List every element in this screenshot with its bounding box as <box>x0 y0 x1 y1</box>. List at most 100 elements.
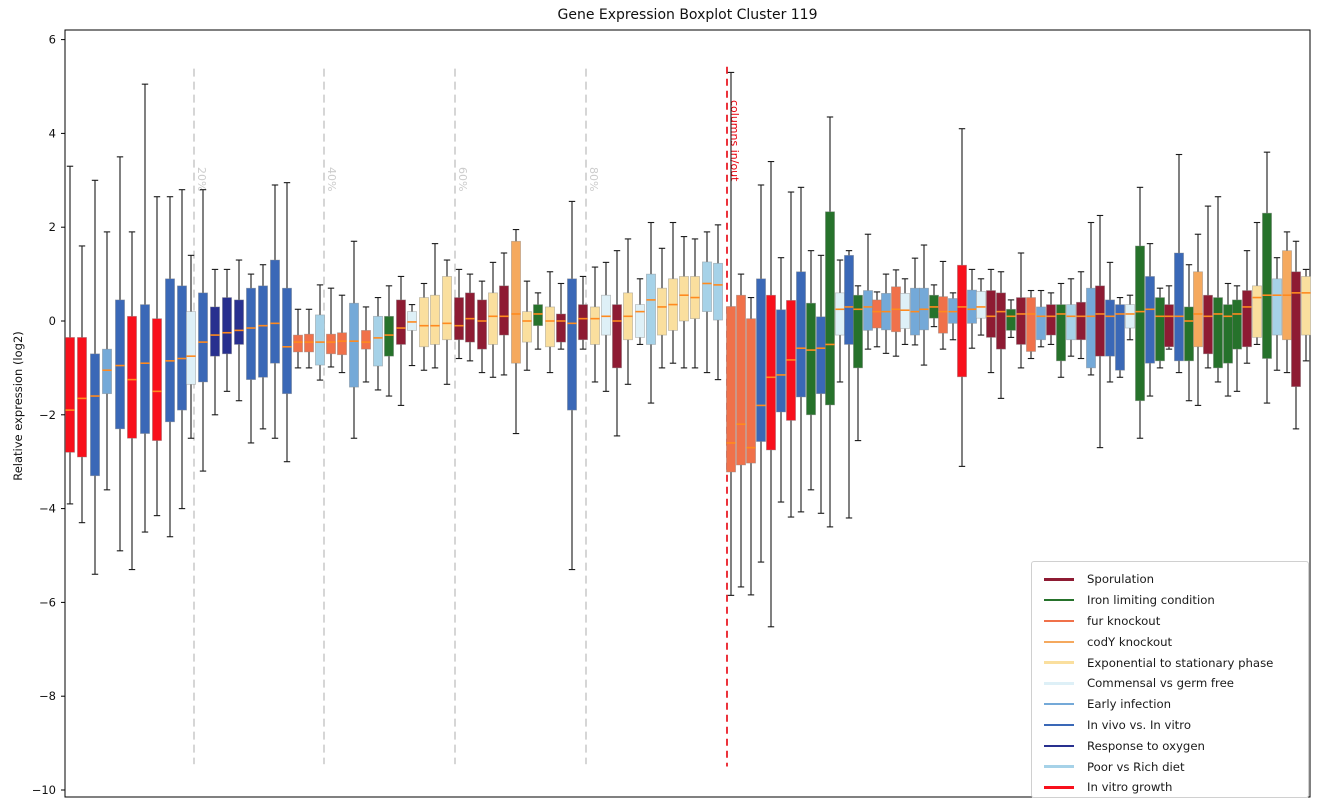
box-iqr <box>337 332 347 356</box>
box-iqr <box>1155 297 1165 362</box>
legend-swatch <box>1044 682 1074 685</box>
legend-swatch <box>1044 599 1074 602</box>
boxplot-box <box>957 128 967 467</box>
boxplot-box <box>1066 278 1076 357</box>
box-iqr <box>102 348 112 395</box>
legend-label: In vitro growth <box>1087 780 1173 795</box>
box-iqr <box>976 291 986 319</box>
legend-label: Early infection <box>1087 697 1172 712</box>
boxplot-box <box>396 275 406 406</box>
boxplot-box <box>1164 285 1174 350</box>
boxplot-box <box>1272 257 1282 371</box>
box-iqr <box>1272 278 1282 336</box>
legend-item: Poor vs Rich diet <box>1044 756 1308 777</box>
legend-swatch <box>1044 765 1074 768</box>
boxplot-box <box>612 250 622 437</box>
boxplot-box <box>1095 214 1105 449</box>
box-iqr <box>488 292 498 345</box>
box-iqr <box>442 276 452 341</box>
box-iqr <box>1046 304 1056 336</box>
legend-label: Poor vs Rich diet <box>1087 759 1185 774</box>
boxplot-box <box>623 238 633 385</box>
box-iqr <box>853 294 863 369</box>
boxplot-box <box>1016 252 1026 369</box>
boxplot-box <box>938 260 948 350</box>
boxplot-box <box>465 273 475 362</box>
boxplot-box <box>1046 292 1056 346</box>
box-iqr <box>996 292 1006 350</box>
box-iqr <box>1115 304 1125 371</box>
box-iqr <box>766 294 776 451</box>
boxplot-box <box>304 308 314 369</box>
box-iqr <box>679 276 689 322</box>
boxplot-box <box>736 273 746 588</box>
boxplot-box <box>127 231 137 571</box>
legend-item: Response to oxygen <box>1044 735 1308 756</box>
boxplot-box <box>776 257 786 503</box>
legend-item: Early infection <box>1044 694 1308 715</box>
box-iqr <box>282 287 292 395</box>
box-iqr <box>567 278 577 411</box>
box-iqr <box>477 299 487 350</box>
boxplot-box <box>816 254 826 514</box>
box-iqr <box>304 333 314 353</box>
boxplot-box <box>1262 151 1272 404</box>
box-iqr <box>1174 252 1184 362</box>
legend-label: codY knockout <box>1087 634 1173 649</box>
box-iqr <box>258 285 268 378</box>
box-iqr <box>1086 287 1096 369</box>
legend-label: Commensal vs germ free <box>1087 676 1234 691</box>
box-iqr <box>454 297 464 341</box>
box-iqr <box>816 316 826 395</box>
y-tick-label: −8 <box>39 689 56 703</box>
box-iqr <box>1291 271 1301 388</box>
boxplot-box <box>361 306 371 383</box>
box-iqr <box>349 302 359 388</box>
boxplot-box <box>872 291 882 348</box>
legend-label: In vivo vs. In vitro <box>1087 717 1191 732</box>
boxplot-box <box>454 268 464 360</box>
boxplot-box <box>522 280 532 371</box>
boxplot-box <box>90 179 100 575</box>
box-iqr <box>646 273 656 345</box>
boxplot-box <box>967 268 977 349</box>
box-iqr <box>1066 304 1076 341</box>
box-iqr <box>65 337 75 453</box>
box-iqr <box>938 296 948 334</box>
boxplot-box <box>1076 271 1086 360</box>
y-tick-label: −4 <box>39 502 56 516</box>
box-iqr <box>872 299 882 329</box>
boxplot-box <box>996 271 1006 399</box>
box-iqr <box>430 294 440 345</box>
box-iqr <box>1262 212 1272 359</box>
boxplot-box <box>488 261 498 378</box>
boxplot-box <box>198 189 208 472</box>
boxplot-box <box>177 189 187 510</box>
boxplot-box <box>1301 268 1311 362</box>
boxplot-box <box>1115 296 1125 378</box>
box-iqr <box>746 318 756 464</box>
box-iqr <box>165 278 175 423</box>
boxplot-box <box>679 236 689 369</box>
boxplot-box <box>702 231 712 374</box>
box-iqr <box>90 353 100 477</box>
legend-swatch <box>1044 723 1074 727</box>
boxplot-box <box>1026 289 1036 360</box>
boxplot-box <box>349 240 359 439</box>
box-iqr <box>1242 290 1252 348</box>
boxplot-box <box>1184 264 1194 402</box>
boxplot-box <box>825 116 835 528</box>
box-iqr <box>545 306 555 348</box>
boxplot-box <box>1056 282 1066 378</box>
box-iqr <box>361 330 371 350</box>
legend-item: Iron limiting condition <box>1044 590 1308 611</box>
boxplot-box <box>165 196 175 538</box>
box-iqr <box>657 287 667 336</box>
legend-label: Response to oxygen <box>1087 738 1205 753</box>
boxplot-box <box>326 287 336 368</box>
legend-label: Exponential to stationary phase <box>1087 655 1274 670</box>
boxplot-box <box>1242 250 1252 364</box>
y-tick-label: 6 <box>49 33 56 47</box>
box-iqr <box>756 278 766 442</box>
